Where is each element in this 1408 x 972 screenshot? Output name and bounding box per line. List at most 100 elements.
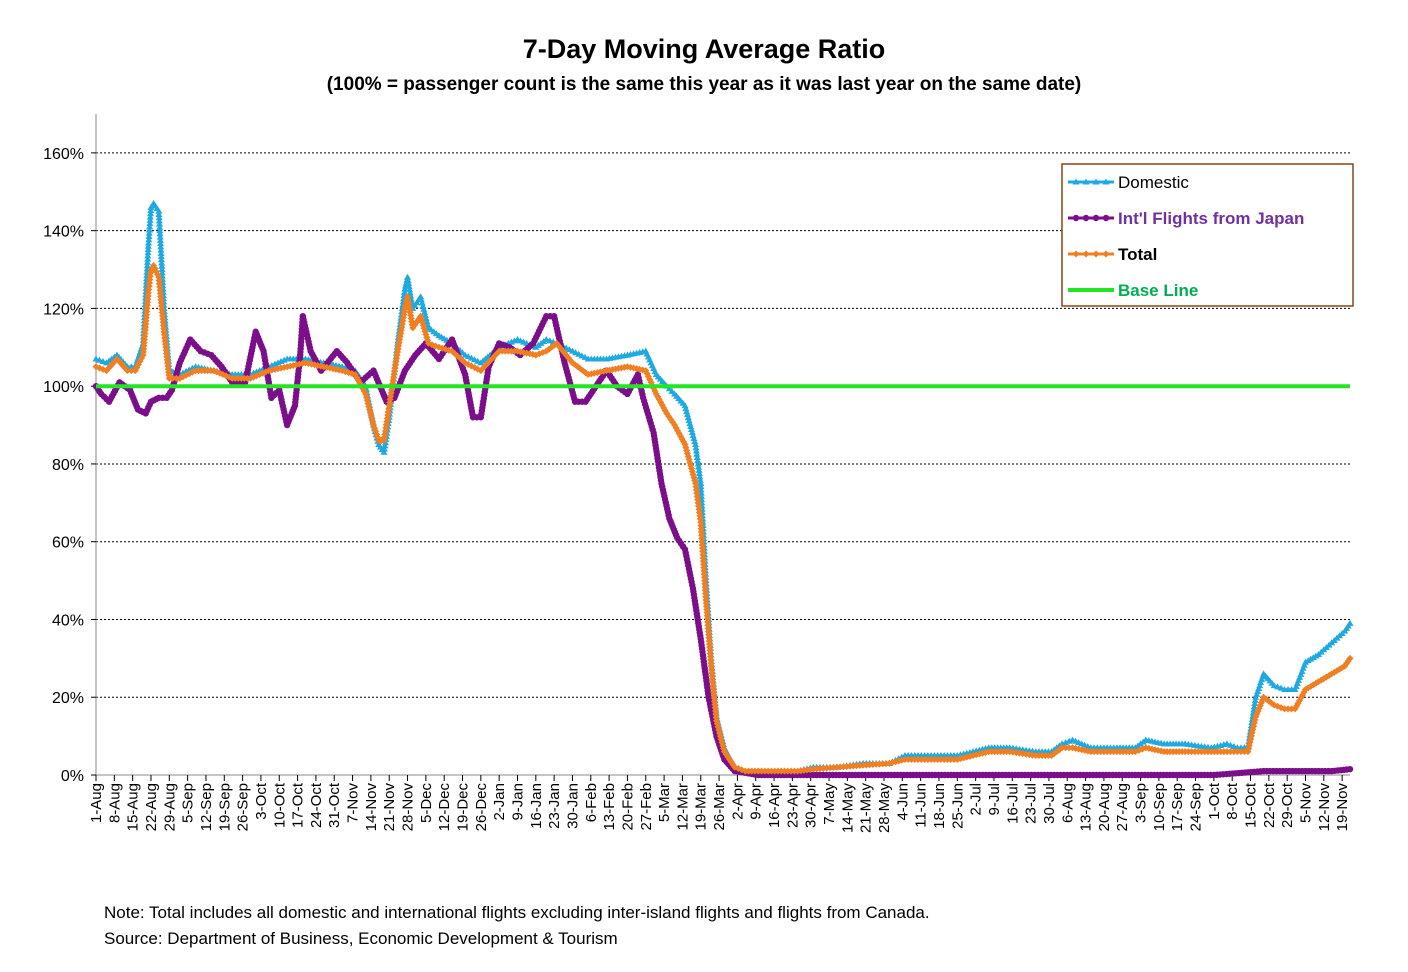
- series-int-l-flights-from-japan: [92, 312, 1354, 779]
- triangle-marker: [1297, 670, 1305, 677]
- x-tick-label: 9-Jul: [986, 783, 1003, 816]
- x-tick-label: 13-Feb: [601, 783, 618, 831]
- x-tick-label: 6-Aug: [1059, 783, 1076, 823]
- x-tick-label: 26-Dec: [473, 783, 490, 832]
- triangle-marker: [144, 249, 152, 256]
- legend-label-total: Total: [1118, 245, 1157, 264]
- triangle-marker: [1298, 667, 1306, 674]
- series-line: [95, 264, 1352, 773]
- triangle-marker: [689, 432, 697, 439]
- x-tick-label: 9-Jan: [509, 783, 526, 821]
- triangle-marker: [687, 423, 695, 430]
- x-tick-label: 20-Feb: [619, 783, 636, 831]
- triangle-marker: [1300, 661, 1308, 668]
- x-tick-label: 25-Jun: [949, 783, 966, 829]
- diamond-marker: [127, 367, 135, 375]
- triangle-marker: [694, 457, 702, 464]
- diamond-marker: [1102, 250, 1110, 258]
- x-tick-label: 16-Jan: [528, 783, 545, 829]
- triangle-marker: [417, 296, 425, 303]
- triangle-marker: [400, 288, 408, 295]
- series-total: [92, 262, 1354, 775]
- triangle-marker: [147, 210, 155, 217]
- triangle-marker: [695, 463, 703, 470]
- triangle-marker: [404, 276, 412, 283]
- x-tick-label: 28-Nov: [400, 783, 417, 832]
- triangle-marker: [145, 236, 153, 243]
- triangle-marker: [157, 243, 165, 250]
- x-tick-label: 12-Dec: [436, 783, 453, 832]
- triangle-marker: [406, 286, 414, 293]
- triangle-marker: [156, 230, 164, 237]
- x-tick-label: 20-Aug: [1096, 783, 1113, 831]
- x-tick-label: 12-Mar: [674, 783, 691, 831]
- diamond-marker: [250, 373, 258, 381]
- x-tick-label: 5-Dec: [418, 783, 435, 824]
- triangle-marker: [156, 223, 164, 230]
- x-tick-label: 26-Sep: [235, 783, 252, 831]
- triangle-marker: [695, 466, 703, 473]
- triangle-marker: [693, 450, 701, 457]
- triangle-marker: [697, 479, 705, 486]
- triangle-marker: [145, 232, 153, 239]
- triangle-marker: [692, 444, 700, 451]
- x-tick-label: 22-Oct: [1261, 782, 1278, 828]
- triangle-marker: [145, 229, 153, 236]
- x-tick-label: 28-May: [876, 783, 893, 834]
- x-tick-label: 8-Aug: [106, 783, 123, 823]
- x-tick-label: 23-Apr: [784, 783, 801, 828]
- x-tick-label: 5-Mar: [656, 783, 673, 822]
- triangle-marker: [691, 438, 699, 445]
- triangle-marker: [692, 447, 700, 454]
- x-tick-label: 10-Oct: [271, 782, 288, 828]
- x-tick-label: 19-Mar: [693, 783, 710, 831]
- chart-subtitle: (100% = passenger count is the same this…: [326, 74, 1082, 95]
- chart-title: 7-Day Moving Average Ratio: [522, 34, 886, 64]
- diamond-marker: [121, 364, 129, 372]
- x-tick-label: 5-Nov: [1297, 783, 1314, 824]
- triangle-marker: [381, 442, 389, 449]
- circle-marker: [1092, 214, 1100, 222]
- x-tick-label: 18-Jun: [931, 783, 948, 829]
- y-tick-label: 100%: [43, 379, 84, 396]
- triangle-marker: [147, 207, 155, 214]
- triangle-marker: [1299, 664, 1307, 671]
- x-tick-label: 26-Mar: [711, 783, 728, 831]
- x-tick-label: 30-Apr: [803, 783, 820, 828]
- diamond-marker: [1082, 250, 1090, 258]
- series-group: [92, 199, 1354, 779]
- triangle-marker: [1346, 619, 1354, 626]
- x-tick-label: 19-Nov: [1334, 783, 1351, 832]
- x-tick-label: 8-Oct: [1224, 782, 1241, 820]
- x-tick-label: 15-Oct: [1243, 782, 1260, 828]
- triangle-marker: [157, 249, 165, 256]
- legend-label-int-l-flights-from-japan: Int'l Flights from Japan: [1118, 209, 1304, 228]
- triangle-marker: [1250, 703, 1258, 710]
- x-tick-label: 1-Oct: [1206, 782, 1223, 820]
- triangle-marker: [158, 259, 166, 266]
- triangle-marker: [1092, 178, 1100, 185]
- triangle-marker: [157, 246, 165, 253]
- triangle-marker: [1072, 178, 1080, 185]
- triangle-marker: [155, 214, 163, 221]
- triangle-marker: [406, 289, 414, 296]
- x-tick-label: 1-Aug: [88, 783, 105, 823]
- triangle-marker: [158, 266, 166, 273]
- x-tick-label: 16-Jul: [1004, 783, 1021, 824]
- triangle-marker: [683, 411, 691, 418]
- triangle-marker: [144, 252, 152, 259]
- y-tick-label: 120%: [43, 301, 84, 318]
- y-tick-label: 0%: [61, 768, 84, 785]
- x-tick-label: 22-Aug: [143, 783, 160, 831]
- footnote-note: Note: Total includes all domestic and in…: [104, 903, 930, 922]
- triangle-marker: [417, 293, 425, 300]
- triangle-marker: [693, 453, 701, 460]
- triangle-marker: [156, 220, 164, 227]
- x-tick-label: 5-Sep: [180, 783, 197, 823]
- triangle-marker: [158, 262, 166, 269]
- x-tick-label: 24-Oct: [308, 782, 325, 828]
- triangle-marker: [696, 473, 704, 480]
- triangle-marker: [146, 213, 154, 220]
- triangle-marker: [146, 223, 154, 230]
- triangle-marker: [1293, 679, 1301, 686]
